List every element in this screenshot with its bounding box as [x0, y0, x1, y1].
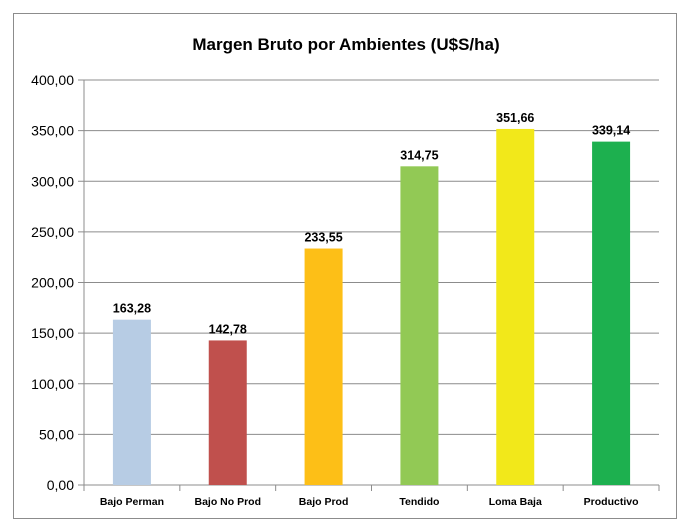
y-tick-label: 400,00	[31, 72, 74, 88]
data-labels: 163,28 142,78 233,55 314,75 351,66 339,14	[113, 111, 630, 336]
data-label: 351,66	[496, 111, 534, 125]
data-label: 142,78	[209, 322, 247, 336]
x-tick-label: Productivo	[584, 496, 639, 508]
bar	[592, 141, 631, 486]
y-axis-ticks: 0,00 50,00 100,00 150,00 200,00 250,00 300,00 3…	[31, 72, 74, 493]
data-label: 314,75	[400, 148, 438, 162]
bar	[304, 248, 343, 485]
bar	[400, 166, 439, 486]
y-tick-label: 250,00	[31, 224, 74, 240]
y-tick-label: 50,00	[39, 426, 74, 442]
x-axis-ticks: Bajo Perman Bajo No Prod Bajo Prod Tendido L…	[83, 485, 660, 508]
x-tick-label: Loma Baja	[489, 496, 542, 508]
y-tick-label: 150,00	[31, 325, 74, 341]
y-tick-label: 0,00	[47, 477, 74, 493]
data-label: 339,14	[592, 124, 630, 138]
data-label: 163,28	[113, 302, 151, 316]
gridlines	[78, 79, 659, 486]
x-tick-label: Tendido	[399, 496, 439, 508]
x-tick-label: Bajo Prod	[299, 496, 349, 508]
bar	[112, 319, 151, 485]
y-tick-label: 100,00	[31, 376, 74, 392]
bars	[112, 128, 631, 486]
bar	[208, 340, 247, 485]
x-tick-label: Bajo No Prod	[194, 496, 261, 508]
y-tick-label: 200,00	[31, 275, 74, 291]
data-label: 233,55	[304, 231, 342, 245]
y-tick-label: 300,00	[31, 173, 74, 189]
chart-title: Margen Bruto por Ambientes (U$S/ha)	[192, 35, 499, 54]
bar	[496, 128, 535, 485]
x-tick-label: Bajo Perman	[100, 496, 164, 508]
y-tick-label: 350,00	[31, 123, 74, 139]
